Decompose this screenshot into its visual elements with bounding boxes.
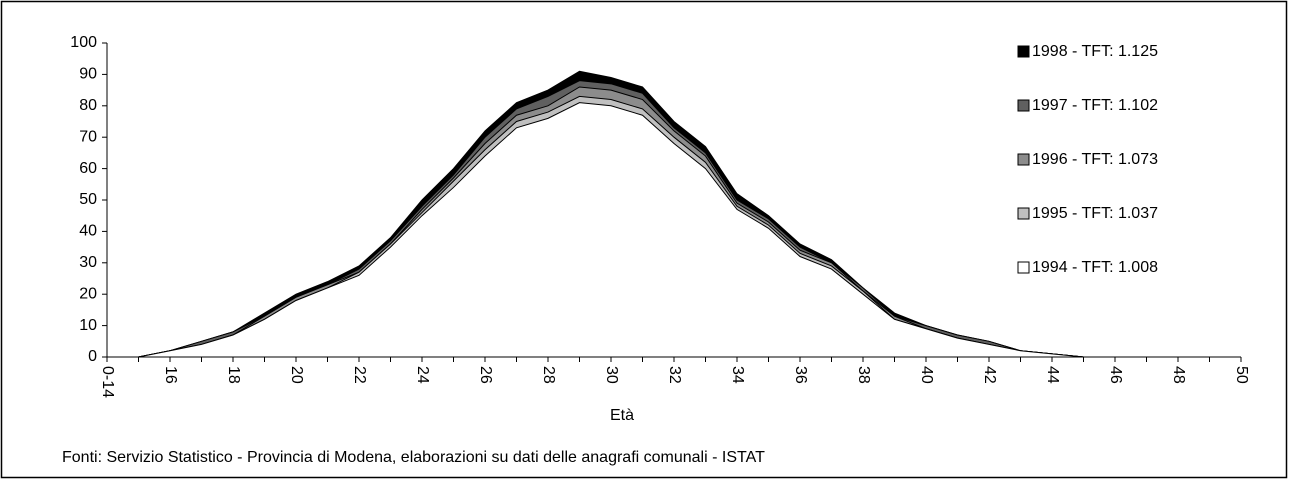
y-tick-label: 80 <box>79 97 97 114</box>
x-tick-label: 0-14 <box>99 366 116 398</box>
legend-swatch <box>1017 261 1030 274</box>
x-tick-label: 16 <box>162 366 179 384</box>
x-tick-label: 30 <box>603 366 620 384</box>
x-tick-label: 28 <box>540 366 557 384</box>
legend-label: 1995 - TFT: 1.037 <box>1032 205 1158 222</box>
x-tick-label: 40 <box>918 366 935 384</box>
footnote: Fonti: Servizio Statistico - Provincia d… <box>62 449 765 466</box>
y-tick-label: 0 <box>88 348 97 365</box>
y-tick-label: 100 <box>70 34 97 51</box>
x-tick-label: 42 <box>981 366 998 384</box>
x-tick-label: 22 <box>351 366 368 384</box>
y-tick-label: 70 <box>79 128 97 145</box>
y-tick-label: 50 <box>79 191 97 208</box>
legend-label: 1998 - TFT: 1.125 <box>1032 43 1158 60</box>
legend-swatch <box>1017 153 1030 166</box>
legend-swatch <box>1017 45 1030 58</box>
x-axis-label: Età <box>610 407 634 424</box>
x-tick-label: 36 <box>792 366 809 384</box>
x-tick-label: 46 <box>1107 366 1124 384</box>
x-tick-label: 44 <box>1044 366 1061 384</box>
x-tick-label: 48 <box>1170 366 1187 384</box>
x-tick-label: 38 <box>855 366 872 384</box>
x-tick-label: 24 <box>414 366 431 384</box>
y-tick-label: 90 <box>79 66 97 83</box>
legend-swatch <box>1017 207 1030 220</box>
x-tick-label: 20 <box>288 366 305 384</box>
x-tick-label: 18 <box>225 366 242 384</box>
x-tick-label: 32 <box>666 366 683 384</box>
y-tick-label: 30 <box>79 254 97 271</box>
y-tick-label: 20 <box>79 285 97 302</box>
legend-swatch <box>1017 99 1030 112</box>
y-tick-label: 10 <box>79 317 97 334</box>
y-tick-label: 40 <box>79 223 97 240</box>
y-tick-label: 60 <box>79 160 97 177</box>
x-tick-label: 34 <box>729 366 746 384</box>
x-tick-label: 50 <box>1233 366 1250 384</box>
area <box>107 102 1241 358</box>
x-tick-label: 26 <box>477 366 494 384</box>
legend-label: 1994 - TFT: 1.008 <box>1032 259 1158 276</box>
legend-label: 1996 - TFT: 1.073 <box>1032 151 1158 168</box>
legend-label: 1997 - TFT: 1.102 <box>1032 97 1158 114</box>
